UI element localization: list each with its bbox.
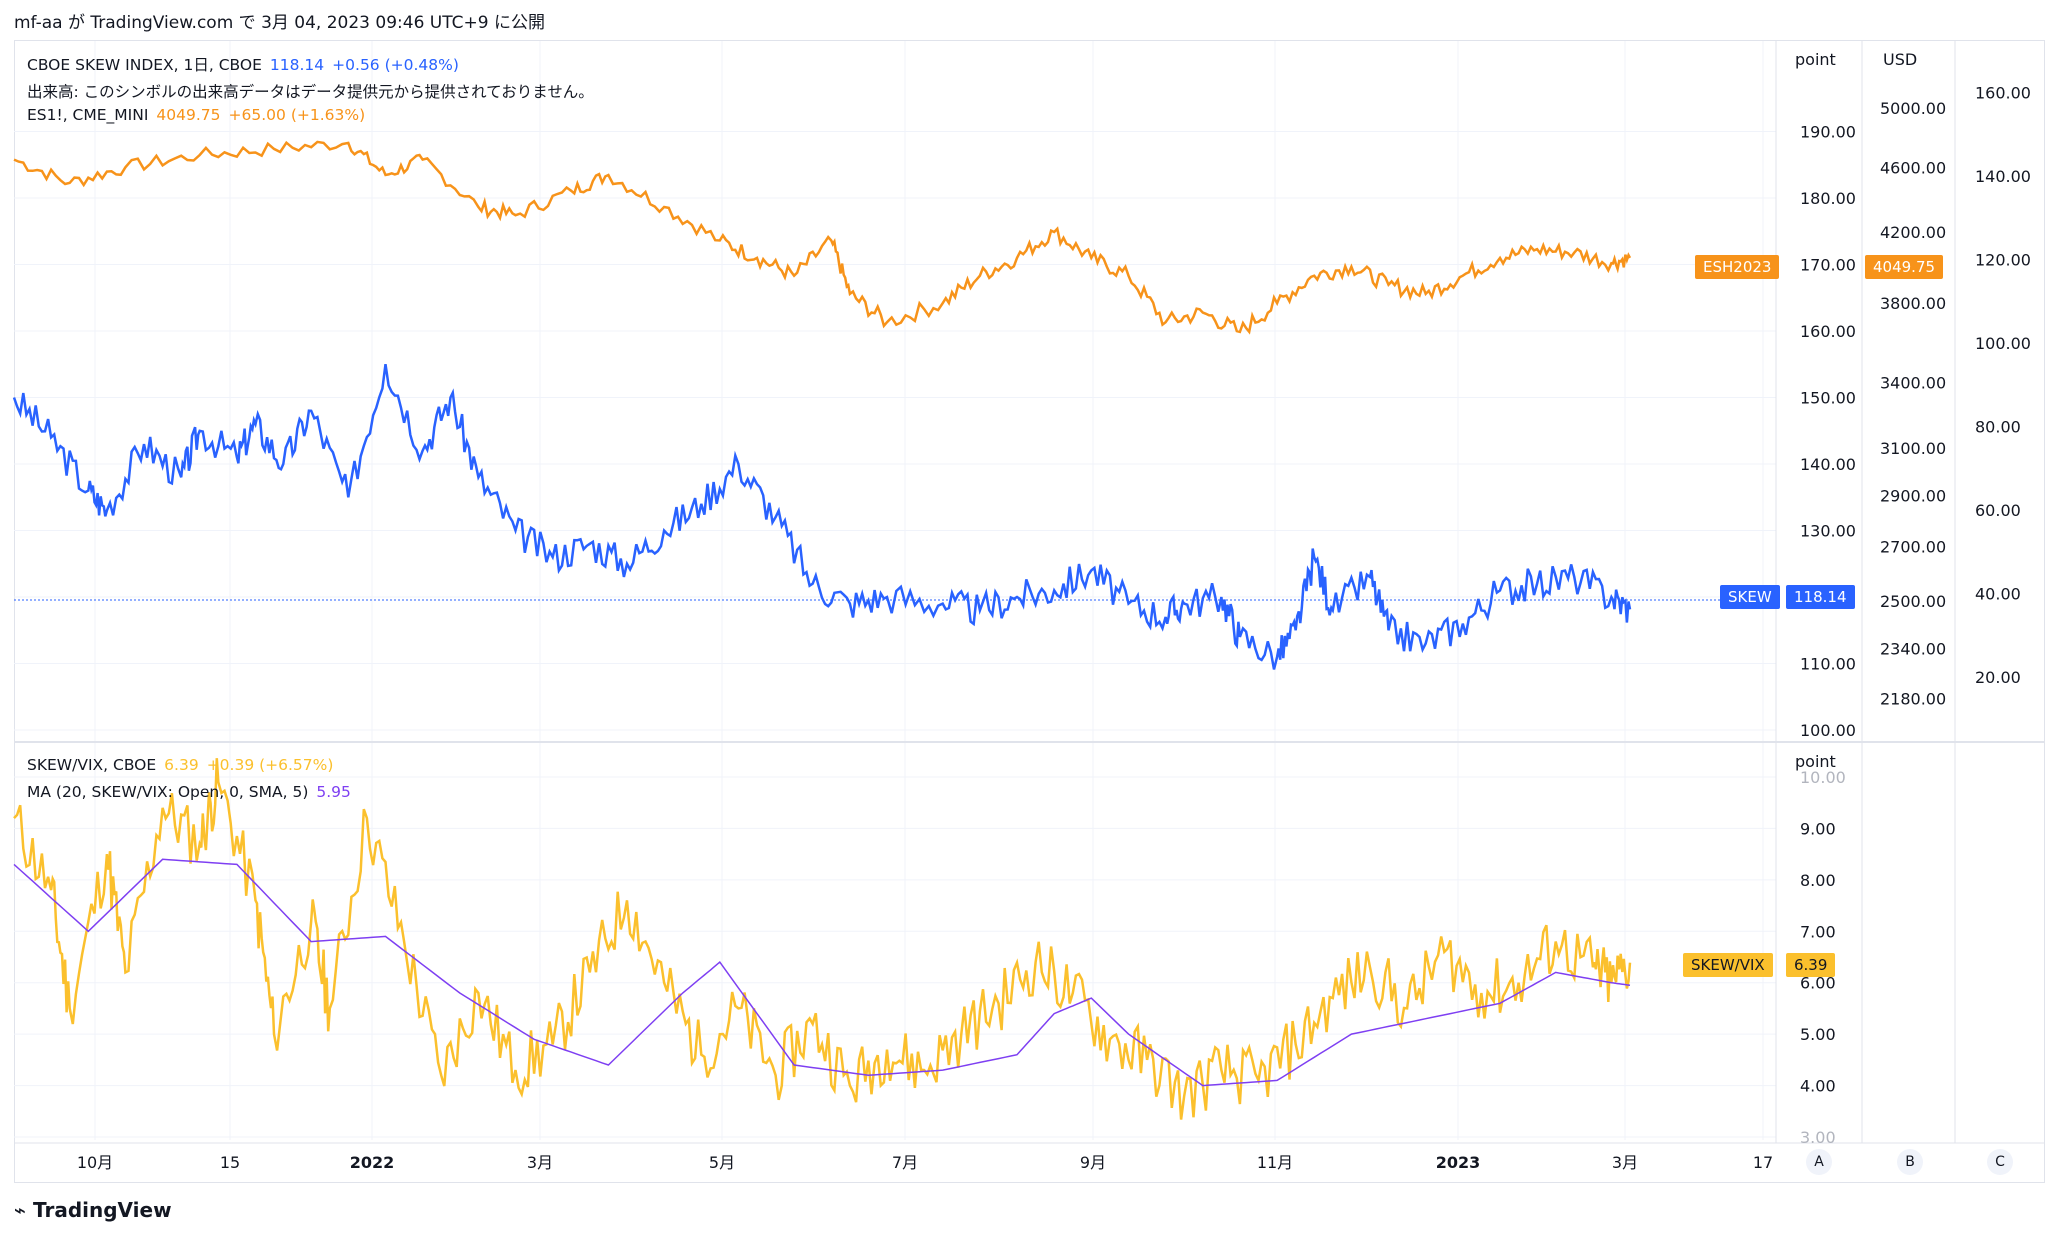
time-tick-label: 15 bbox=[220, 1153, 240, 1172]
ma-series-line bbox=[13, 858, 1631, 1087]
ratio-series-line bbox=[13, 758, 1632, 1120]
publish-header: mf-aa が TradingView.com で 3月 04, 2023 09… bbox=[14, 13, 545, 33]
usd-tick-label: 4600.00 bbox=[1880, 158, 1946, 177]
sub-tick-label: 6.00 bbox=[1800, 974, 1836, 993]
es-series-line bbox=[13, 140, 1632, 335]
sub-tick-label: 7.00 bbox=[1800, 922, 1836, 941]
point-tick-label: 190.00 bbox=[1800, 123, 1856, 142]
time-tick-label: 3月 bbox=[527, 1153, 553, 1172]
time-tick-label: 17 bbox=[1753, 1153, 1773, 1172]
es-change: +65.00 (+1.63%) bbox=[228, 106, 366, 124]
skew-tag-label: SKEW bbox=[1720, 585, 1780, 609]
c-scale-tick-label: 120.00 bbox=[1975, 251, 2031, 270]
point-tick-label: 100.00 bbox=[1800, 721, 1856, 740]
time-tick-label: 10月 bbox=[77, 1153, 113, 1172]
point-tick-label: 160.00 bbox=[1800, 322, 1856, 341]
sub-grid bbox=[14, 776, 1776, 1138]
scale-button-a[interactable]: A bbox=[1806, 1149, 1832, 1175]
c-scale-tick-label: 140.00 bbox=[1975, 167, 2031, 186]
time-tick-label: 3月 bbox=[1612, 1153, 1638, 1172]
ma-value: 5.95 bbox=[316, 783, 351, 801]
c-scale-tick-label: 60.00 bbox=[1975, 501, 2021, 520]
time-tick-label: 2023 bbox=[1436, 1153, 1481, 1172]
main-legend: CBOE SKEW INDEX, 1日, CBOE 118.14 +0.56 (+0… bbox=[27, 53, 467, 75]
sub-tick-label: 5.00 bbox=[1800, 1025, 1836, 1044]
ratio-change: +0.39 (+6.57%) bbox=[206, 756, 334, 774]
es-legend: ES1!, CME_MINI 4049.75 +65.00 (+1.63%) bbox=[27, 106, 373, 124]
ratio-tag-value: 6.39 bbox=[1786, 953, 1836, 977]
tradingview-logo[interactable]: ⌁ TradingView bbox=[14, 1198, 172, 1222]
chart-frame bbox=[14, 40, 2045, 1183]
es-tag-label: ESH2023 bbox=[1695, 255, 1780, 279]
point-tick-label: 170.00 bbox=[1800, 256, 1856, 275]
time-tick-label: 11月 bbox=[1257, 1153, 1293, 1172]
usd-tick-label: 4200.00 bbox=[1880, 223, 1946, 242]
sub-tick-label: 9.00 bbox=[1800, 819, 1836, 838]
tick-labels: 100.00 110.00 120.00 130.00 140.00 150.00 160.… bbox=[77, 84, 2031, 1173]
scale-button-c[interactable]: C bbox=[1987, 1149, 2013, 1175]
main-grid bbox=[14, 41, 1776, 1140]
usd-tick-label: 3100.00 bbox=[1880, 439, 1946, 458]
c-scale-tick-label: 20.00 bbox=[1975, 668, 2021, 687]
usd-tick-label: 5000.00 bbox=[1880, 99, 1946, 118]
usd-axis-title: USD bbox=[1883, 50, 1918, 69]
footer-brand: TradingView bbox=[33, 1198, 172, 1222]
ratio-price: 6.39 bbox=[164, 756, 199, 774]
sub-tick-label: 8.00 bbox=[1800, 871, 1836, 890]
skew-price: 118.14 bbox=[269, 56, 325, 74]
usd-tick-label: 2500.00 bbox=[1880, 592, 1946, 611]
ma-label[interactable]: MA (20, SKEW/VIX: Open, 0, SMA, 5) bbox=[27, 783, 309, 801]
usd-tick-label: 3400.00 bbox=[1880, 373, 1946, 392]
skew-symbol[interactable]: CBOE SKEW INDEX, 1日, CBOE bbox=[27, 56, 262, 74]
usd-tick-label: 2700.00 bbox=[1880, 537, 1946, 556]
es-tag-value: 4049.75 bbox=[1865, 255, 1944, 279]
time-tick-label: 5月 bbox=[709, 1153, 735, 1172]
c-scale-tick-label: 100.00 bbox=[1975, 334, 2031, 353]
tradingview-logo-icon: ⌁ bbox=[14, 1198, 27, 1222]
sub-legend: SKEW/VIX, CBOE 6.39 +0.39 (+6.57%) bbox=[27, 756, 341, 774]
usd-tick-label: 2180.00 bbox=[1880, 690, 1946, 709]
sub-tick-label: 10.00 bbox=[1800, 768, 1846, 787]
point-tick-label: 150.00 bbox=[1800, 389, 1856, 408]
es-symbol[interactable]: ES1!, CME_MINI bbox=[27, 106, 149, 124]
volume-note: 出来高: このシンボルの出来高データはデータ提供元から提供されておりません。 bbox=[27, 83, 594, 101]
sub-axis-title: point bbox=[1795, 752, 1836, 771]
time-tick-label: 2022 bbox=[350, 1153, 395, 1172]
ratio-symbol[interactable]: SKEW/VIX, CBOE bbox=[27, 756, 157, 774]
point-tick-label: 110.00 bbox=[1800, 655, 1856, 674]
point-tick-label: 140.00 bbox=[1800, 455, 1856, 474]
skew-series-line bbox=[12, 364, 1632, 670]
ratio-tag-label: SKEW/VIX bbox=[1683, 953, 1773, 977]
usd-tick-label: 3800.00 bbox=[1880, 294, 1946, 313]
c-scale-tick-label: 160.00 bbox=[1975, 84, 2031, 103]
time-tick-label: 9月 bbox=[1080, 1153, 1106, 1172]
usd-tick-label: 2340.00 bbox=[1880, 639, 1946, 658]
skew-tag-value: 118.14 bbox=[1786, 585, 1855, 609]
series-layer bbox=[12, 140, 1632, 1120]
point-axis-title: point bbox=[1795, 50, 1836, 69]
scale-button-b[interactable]: B bbox=[1897, 1149, 1923, 1175]
ma-legend: MA (20, SKEW/VIX: Open, 0, SMA, 5) 5.95 bbox=[27, 783, 359, 801]
point-tick-label: 180.00 bbox=[1800, 189, 1856, 208]
es-price: 4049.75 bbox=[156, 106, 221, 124]
c-scale-tick-label: 40.00 bbox=[1975, 585, 2021, 604]
c-scale-tick-label: 80.00 bbox=[1975, 418, 2021, 437]
time-tick-label: 7月 bbox=[892, 1153, 918, 1172]
usd-tick-label: 2900.00 bbox=[1880, 487, 1946, 506]
sub-tick-label: 3.00 bbox=[1800, 1128, 1836, 1147]
point-tick-label: 130.00 bbox=[1800, 522, 1856, 541]
sub-tick-label: 4.00 bbox=[1800, 1077, 1836, 1096]
skew-change: +0.56 (+0.48%) bbox=[332, 56, 459, 74]
